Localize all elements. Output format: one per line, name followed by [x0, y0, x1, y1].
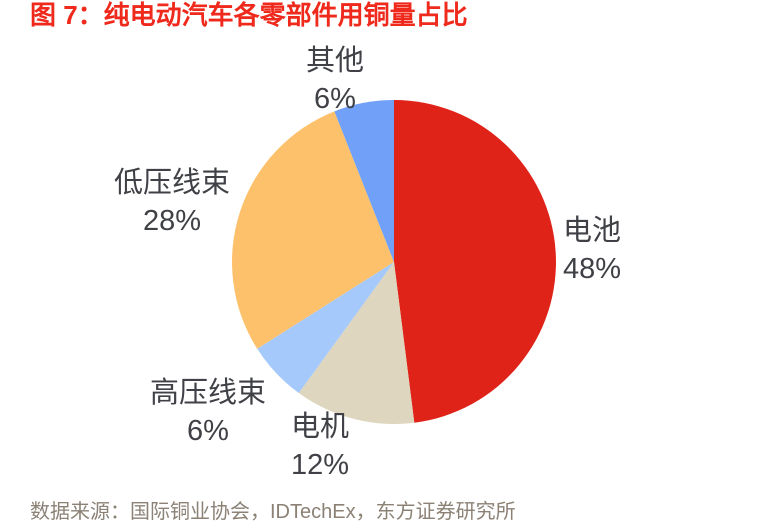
pie-slice-3 [232, 111, 394, 349]
label-motor-pct: 12% [290, 449, 350, 481]
label-battery: 电池 48% [532, 212, 652, 288]
label-other: 其他 6% [275, 42, 395, 118]
label-battery-pct: 48% [562, 253, 622, 285]
label-motor: 电机 12% [260, 408, 380, 484]
pie-slice-1 [298, 262, 415, 424]
label-other-name: 其他 [305, 45, 364, 77]
label-lv-harness-pct: 28% [142, 205, 202, 237]
source-note: 数据来源：国际铜业协会，IDTechEx，东方证券研究所 [30, 501, 516, 523]
figure-title: 图 7：纯电动汽车各零部件用铜量占比 [30, 0, 468, 30]
pie-slice-0 [394, 100, 556, 423]
label-battery-name: 电池 [562, 215, 621, 247]
pie-slice-2 [257, 262, 394, 394]
label-hv-harness-pct: 6% [187, 415, 229, 447]
label-lv-harness-name: 低压线束 [113, 167, 230, 199]
pie-slice-4 [334, 100, 394, 262]
label-other-pct: 6% [314, 83, 356, 115]
label-hv-harness: 高压线束 6% [128, 374, 288, 450]
label-lv-harness: 低压线束 28% [92, 164, 252, 240]
label-hv-harness-name: 高压线束 [149, 377, 266, 409]
label-motor-name: 电机 [290, 411, 349, 443]
